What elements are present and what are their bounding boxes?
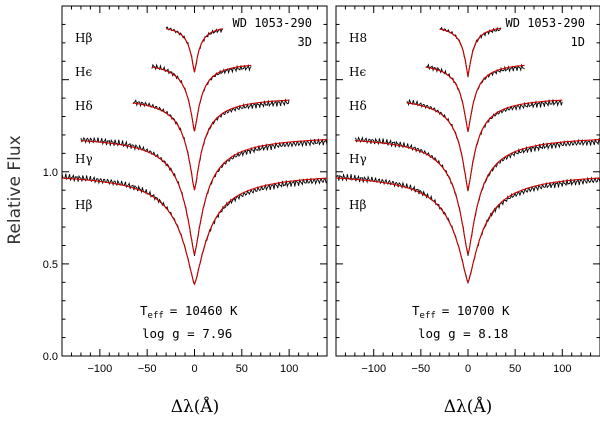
left-label-h-beta: Hβ xyxy=(75,198,92,212)
left-label-h8: Hβ xyxy=(75,31,92,45)
model-spectrum-Hδ xyxy=(406,99,563,191)
y-tick-label: 1.0 xyxy=(43,167,58,179)
right-label-h-delta: Hδ xyxy=(349,99,367,113)
right-teff-value: = 10700 K xyxy=(442,303,510,318)
left-object-name: WD 1053-290 xyxy=(233,16,312,30)
right-label-h-epsilon: Hϵ xyxy=(349,65,366,79)
left-panel-curves xyxy=(61,26,328,286)
left-teff-symbol: T xyxy=(140,303,148,318)
observed-spectrum-H8 xyxy=(439,26,502,78)
left-label-h-epsilon: Hϵ xyxy=(75,65,92,79)
y-tick-label: 0.5 xyxy=(43,259,58,271)
left-panel-ticks: −100 −50 0 50 100 0.0 0.5 1.0 xyxy=(43,5,328,375)
left-teff-value: = 10460 K xyxy=(170,303,238,318)
model-spectrum-Hγ xyxy=(354,139,600,255)
right-teff-symbol: T xyxy=(412,303,420,318)
model-spectrum-Hγ xyxy=(80,139,327,255)
right-panel: −100 −50 0 50 100 WD 1053-290 1D H8 Hϵ Hδ Hγ… xyxy=(335,5,600,375)
right-label-h-gamma: Hγ xyxy=(349,152,367,166)
x-tick-label: 0 xyxy=(465,363,471,375)
x-tick-label: −100 xyxy=(361,363,386,375)
model-spectrum-Hϵ xyxy=(151,64,252,132)
left-label-h-delta: Hδ xyxy=(75,99,93,113)
model-spectrum-Hβ xyxy=(61,177,328,286)
left-label-h-gamma: Hγ xyxy=(75,152,93,166)
y-tick-label: 0.0 xyxy=(43,351,58,363)
x-tick-label: 0 xyxy=(191,363,197,375)
x-tick-label: −50 xyxy=(412,363,431,375)
y-axis-label: Relative Flux xyxy=(5,135,25,244)
right-panel-ticks: −100 −50 0 50 100 xyxy=(335,5,600,375)
model-spectrum-H8 xyxy=(439,27,502,77)
right-teff-subscript: eff xyxy=(420,311,436,321)
x-tick-label: 100 xyxy=(553,363,571,375)
observed-spectrum-Hγ xyxy=(354,136,600,256)
right-model-tag: 1D xyxy=(571,35,585,49)
observed-spectrum-Hγ xyxy=(80,137,328,256)
right-label-h-beta: Hβ xyxy=(349,198,366,212)
right-label-h8: H8 xyxy=(349,31,367,45)
left-logg: log g = 7.96 xyxy=(142,326,232,341)
model-spectrum-Hδ xyxy=(132,99,290,191)
right-x-axis-label: Δλ(Å) xyxy=(444,396,493,417)
left-teff: Teff = 10460 K xyxy=(140,303,238,321)
model-spectrum-Hβ xyxy=(336,177,600,284)
right-panel-curves xyxy=(335,26,600,285)
x-tick-label: 50 xyxy=(509,363,521,375)
observed-spectrum-H8 xyxy=(165,26,224,73)
left-x-axis-label: Δλ(Å) xyxy=(171,396,220,417)
right-object-name: WD 1053-290 xyxy=(506,16,585,30)
left-panel: −100 −50 0 50 100 0.0 0.5 1.0 WD 1053-290 3D Hβ… xyxy=(43,5,328,375)
model-spectrum-Hϵ xyxy=(425,64,525,132)
right-teff: Teff = 10700 K xyxy=(412,303,510,321)
right-logg: log g = 8.18 xyxy=(418,326,508,341)
x-tick-label: −50 xyxy=(138,363,157,375)
x-tick-label: 100 xyxy=(280,363,298,375)
x-tick-label: 50 xyxy=(236,363,248,375)
model-spectrum-H8 xyxy=(165,28,224,73)
left-teff-subscript: eff xyxy=(148,311,164,321)
left-model-tag: 3D xyxy=(298,35,312,49)
x-tick-label: −100 xyxy=(87,363,112,375)
